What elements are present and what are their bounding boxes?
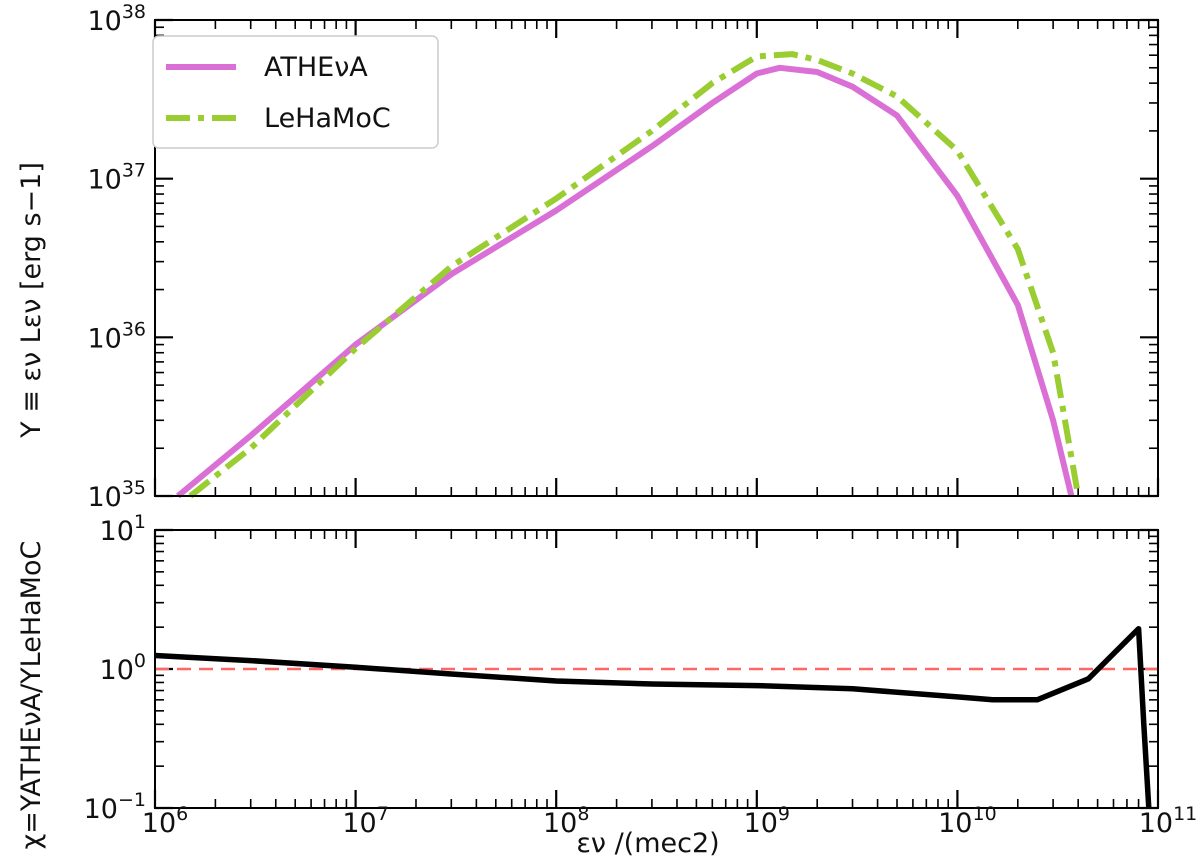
bottom-y-tick-label-base: 10: [100, 516, 134, 547]
x-tick-label-base: 10: [142, 808, 176, 839]
x-tick-label-exponent: 9: [778, 803, 790, 825]
x-axis-title-text: εν /(mec2): [576, 828, 719, 859]
x-tick-label-base: 10: [938, 808, 972, 839]
top-y-tick-label-base: 10: [87, 323, 121, 354]
x-tick-label-exponent: 7: [377, 803, 389, 825]
x-tick-label: 1011: [1139, 803, 1198, 839]
x-tick-label-base: 10: [1139, 808, 1173, 839]
top-y-tick-label-exponent: 35: [122, 477, 146, 499]
x-tick-label: 107: [342, 803, 388, 839]
bottom-plot-lines: [154, 625, 1152, 809]
x-tick-label: 108: [543, 803, 589, 839]
top-y-tick-label: 1038: [87, 1, 146, 37]
top-plot-lines: [175, 51, 1082, 499]
x-tick-label: 1010: [938, 803, 997, 839]
x-tick-label-exponent: 6: [176, 803, 188, 825]
bottom-y-tick-label-exponent: 1: [134, 511, 146, 533]
bottom-y-tick-label: 101: [100, 511, 146, 547]
top-y-tick-label: 1037: [87, 160, 146, 196]
legend-label-athena: ATHEνA: [264, 52, 368, 83]
top-y-tick-label-exponent: 37: [122, 160, 146, 182]
x-tick-label-exponent: 11: [1173, 803, 1197, 825]
bottom-y-tick-label-base: 10: [84, 794, 118, 825]
x-tick-label: 109: [744, 803, 790, 839]
x-tick-label-base: 10: [543, 808, 577, 839]
top-y-tick-label-base: 10: [87, 482, 121, 513]
bottom-plot-frame: [154, 529, 1159, 809]
bottom-y-tick-label: 10−1: [84, 789, 146, 825]
top-y-tick-label-exponent: 38: [122, 1, 146, 23]
top-y-tick-label-base: 10: [87, 165, 121, 196]
top-y-tick-label-exponent: 36: [122, 318, 146, 340]
bottom-y-tick-label-base: 10: [100, 655, 134, 686]
x-tick-label-base: 10: [744, 808, 778, 839]
top-y-tick-label: 1036: [87, 318, 146, 354]
x-tick-label: 106: [142, 803, 188, 839]
bottom-x-tick-labels: 106 107 108 109 1010 1011: [142, 803, 1198, 839]
x-axis-title: εν /(mec2): [576, 828, 719, 859]
top-y-axis-title-text: Y ≡ εν Lεν [erg s−1]: [16, 162, 47, 439]
top-y-tick-label: 1035: [87, 477, 146, 513]
bottom-major-ticks: [153, 528, 1160, 810]
bottom-y-tick-label-exponent: −1: [118, 789, 146, 811]
series-line-lehamoc: [188, 51, 1082, 499]
x-tick-label-exponent: 10: [972, 803, 996, 825]
top-minor-ticks: [155, 20, 1158, 496]
x-tick-label-exponent: 8: [577, 803, 589, 825]
top-y-axis-title: Y ≡ εν Lεν [erg s−1]: [16, 162, 47, 439]
bottom-y-tick-label-exponent: 0: [134, 650, 146, 672]
legend: ATHEνA LeHaMoC: [152, 35, 439, 149]
bottom-minor-ticks: [155, 530, 1158, 808]
ratio-line: [154, 625, 1152, 809]
bottom-y-axis-title-text: χ=YATHEνA/YLeHaMoC: [16, 541, 47, 850]
legend-label-lehamoc: LeHaMoC: [264, 103, 391, 134]
bottom-y-axis-title: χ=YATHEνA/YLeHaMoC: [16, 541, 47, 850]
top-y-tick-label-base: 10: [87, 6, 121, 37]
bottom-y-tick-label: 100: [100, 650, 146, 686]
top-plot-frame: [154, 19, 1159, 497]
x-tick-label-base: 10: [342, 808, 376, 839]
